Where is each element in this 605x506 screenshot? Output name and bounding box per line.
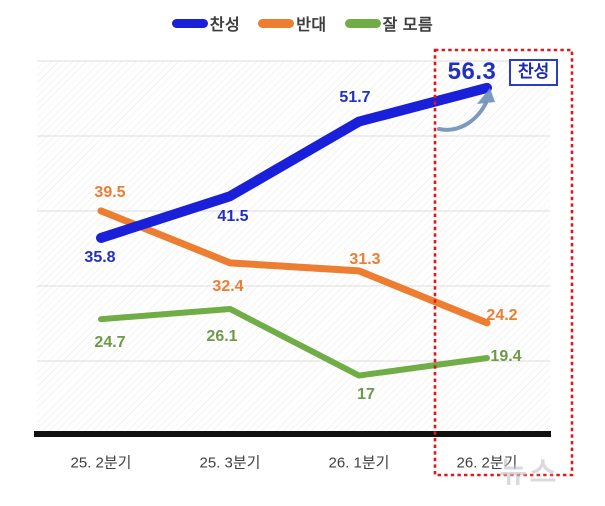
oppose-line-swatch [258, 18, 295, 28]
value-label-unsure-q2: 26.1 [206, 328, 238, 345]
value-label-oppose-q1: 39.5 [94, 184, 126, 201]
value-label-approve-q2: 41.5 [217, 208, 249, 225]
news-watermark: 뉴스 [500, 457, 560, 489]
trend-arrow-shaft [437, 101, 488, 132]
x-axis-label-q1: 25. 2분기 [70, 454, 132, 472]
x-axis-label-q4: 26. 2분기 [456, 454, 518, 472]
trend-arrow-icon [437, 88, 495, 132]
value-label-approve-q3: 51.7 [339, 89, 371, 106]
x-axis-line [34, 431, 551, 437]
value-label-unsure-q3: 17 [357, 386, 375, 403]
value-label-oppose-q4: 24.2 [486, 307, 518, 324]
value-label-approve-q1: 35.8 [84, 249, 116, 266]
legend-label-oppose: 반대 [296, 17, 327, 34]
approve-callout-badge: 찬성 [509, 59, 559, 86]
value-label-approve-q4: 56.3 [447, 58, 497, 85]
x-axis-label-q2: 25. 3분기 [199, 454, 261, 472]
approve-line [96, 82, 492, 243]
value-label-oppose-q3: 31.3 [349, 251, 381, 268]
chart-legend: 찬성 반대 잘 모름 [0, 11, 605, 35]
legend-item-approve: 찬성 [171, 11, 241, 35]
legend-label-unsure: 잘 모름 [382, 17, 434, 34]
value-label-unsure-q1: 24.7 [94, 334, 126, 351]
oppose-line [97, 207, 491, 327]
value-label-unsure-q4: 19.4 [490, 348, 522, 365]
legend-item-oppose: 반대 [258, 11, 326, 35]
highlight-box-latest-quarter [433, 48, 574, 477]
unsure-line [98, 305, 490, 379]
legend-label-approve: 찬성 [209, 17, 241, 34]
unsure-line-swatch [344, 18, 381, 28]
legend-item-unsure: 잘 모름 [344, 11, 434, 35]
value-label-oppose-q2: 32.4 [212, 278, 244, 295]
approve-line-swatch [171, 18, 208, 28]
x-axis-label-q3: 26. 1분기 [328, 454, 390, 472]
trend-arrow-head [477, 88, 495, 104]
